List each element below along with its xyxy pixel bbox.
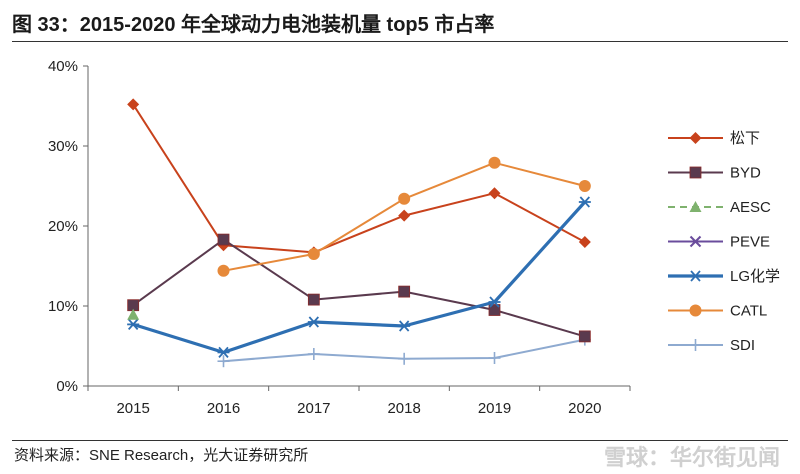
legend-swatch-marker	[689, 339, 702, 351]
legend-swatch-marker	[689, 270, 702, 282]
legend-label: SDI	[730, 337, 755, 354]
x-tick-label: 2015	[116, 400, 149, 417]
marker-stroke	[308, 316, 320, 328]
data-point	[398, 192, 411, 205]
chart-legend: 松下 BYD AESC PEVE LG化学 CATL SDI	[668, 130, 780, 354]
x-tick-label: 2017	[297, 400, 330, 417]
series-5	[217, 156, 591, 277]
x-tick-label: 2016	[207, 400, 240, 417]
data-point	[398, 285, 411, 298]
legend-label: PEVE	[730, 234, 770, 251]
data-point	[398, 320, 411, 332]
marker-stroke	[489, 296, 500, 308]
series-line	[132, 103, 586, 254]
line-chart: 0% 10% 20% 30% 40% 2015 2016 2017 2018 2019 2020 松…	[48, 58, 780, 417]
series-6	[217, 333, 591, 368]
data-point	[217, 355, 230, 368]
legend-label: AESC	[730, 199, 771, 216]
data-point	[307, 293, 320, 306]
legend-item: BYD	[668, 165, 761, 182]
marker-stroke	[127, 318, 139, 331]
title-divider	[12, 41, 788, 42]
legend-label: LG化学	[730, 268, 780, 285]
legend-label: BYD	[730, 165, 761, 182]
series-4	[127, 196, 591, 359]
series-1	[127, 233, 591, 343]
legend-item: AESC	[668, 199, 771, 216]
series-line	[132, 200, 587, 354]
legend-swatch-marker	[689, 166, 702, 179]
data-point	[578, 196, 591, 208]
marker-stroke	[218, 346, 229, 359]
legend-item: 松下	[668, 130, 760, 147]
data-point	[127, 98, 140, 111]
y-tick-label: 0%	[56, 378, 78, 395]
data-point	[398, 209, 411, 222]
data-point	[307, 316, 320, 328]
source-note: 资料来源：SNE Research，光大证券研究所	[14, 447, 309, 464]
series-2	[127, 308, 140, 320]
data-point	[488, 156, 501, 169]
data-point	[488, 187, 501, 200]
legend-swatch-marker	[689, 201, 702, 212]
legend-item: CATL	[668, 303, 767, 320]
page-title: 图 33：2015-2020 年全球动力电池装机量 top5 市占率	[12, 14, 495, 36]
marker-stroke	[690, 270, 701, 282]
data-point	[578, 330, 591, 343]
data-point	[217, 264, 230, 277]
legend-swatch-marker	[689, 132, 702, 144]
legend-swatch-marker	[689, 235, 702, 248]
data-point	[488, 296, 501, 308]
legend-label: 松下	[730, 130, 760, 147]
data-point	[307, 248, 320, 260]
data-point	[127, 308, 140, 320]
data-point	[398, 352, 411, 365]
legend-label: CATL	[730, 303, 767, 320]
legend-swatch-marker	[689, 304, 702, 317]
data-point	[578, 236, 591, 248]
data-point	[578, 180, 591, 192]
y-tick-label: 10%	[48, 298, 78, 315]
marker-stroke	[579, 196, 591, 208]
data-point	[488, 304, 501, 316]
data-point	[488, 352, 501, 364]
legend-item: PEVE	[668, 234, 770, 251]
x-tick-label: 2020	[568, 400, 601, 417]
x-tick-label: 2018	[387, 400, 420, 417]
data-point	[307, 348, 320, 360]
marker-stroke	[689, 235, 702, 248]
chart-axes: 0% 10% 20% 30% 40% 2015 2016 2017 2018 2019 2020	[48, 58, 631, 417]
series-0	[127, 98, 591, 259]
legend-item: LG化学	[668, 268, 780, 285]
series-line	[132, 238, 586, 338]
legend-item: SDI	[668, 337, 755, 354]
y-tick-label: 30%	[48, 138, 78, 155]
data-point	[217, 233, 230, 246]
x-tick-label: 2019	[478, 400, 511, 417]
watermark: 雪球：华尔街见闻	[603, 445, 780, 470]
chart-series-layer	[127, 98, 591, 368]
y-tick-label: 20%	[48, 218, 78, 235]
data-point	[217, 346, 230, 359]
source-divider	[12, 440, 788, 441]
y-tick-label: 40%	[48, 58, 78, 75]
data-point	[127, 318, 140, 331]
marker-stroke	[398, 320, 410, 332]
